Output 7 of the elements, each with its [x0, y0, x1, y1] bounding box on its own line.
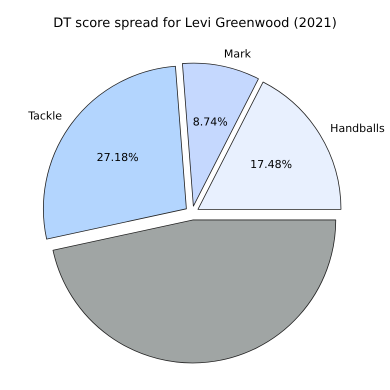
data-label: 17.48%: [250, 158, 292, 172]
chart-title: DT score spread for Levi Greenwood (2021): [53, 16, 337, 31]
slice-label: Tackle: [27, 110, 62, 123]
data-label: 27.18%: [96, 151, 139, 164]
slice-label: Mark: [224, 48, 252, 61]
data-label: 8.74%: [192, 116, 228, 129]
slice-label: Handballs: [330, 122, 385, 135]
